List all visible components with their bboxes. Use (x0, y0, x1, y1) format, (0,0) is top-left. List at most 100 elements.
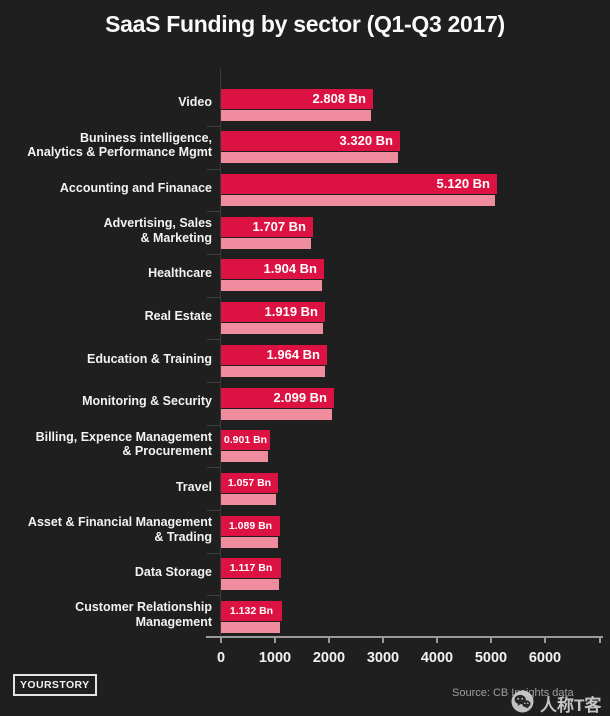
bar-shadow (221, 109, 371, 121)
bar-primary: 1.057 Bn (221, 472, 278, 493)
bar-value-label: 0.901 Bn (223, 434, 268, 447)
category-label-line: Real Estate (144, 308, 212, 323)
bar-primary: 1.964 Bn (221, 344, 327, 365)
bar-primary: 2.808 Bn (221, 88, 373, 109)
category-label-line: Buniness intelligence, (80, 130, 212, 145)
category-label-line: Management (135, 614, 212, 629)
category-label-line: & Procurement (122, 444, 212, 459)
source-credit: Source: CB Insights data (452, 687, 574, 699)
bar-primary: 1.117 Bn (221, 558, 281, 579)
category-label: Customer Relationship Management (4, 600, 212, 629)
bar-shadow (221, 493, 276, 505)
bar-shadow (221, 237, 311, 249)
bar-primary: 1.919 Bn (221, 302, 325, 323)
category-label-line: Accounting and Finanace (59, 180, 212, 195)
category-label-line: Education & Training (86, 351, 212, 366)
x-axis-tick (436, 638, 438, 643)
bar-value-label: 1.132 Bn (229, 604, 274, 617)
category-label: Billing, Expence Management & Procurement (4, 430, 212, 459)
category-label-line: Billing, Expence Management (35, 429, 212, 444)
bar-primary: 5.120 Bn (221, 174, 497, 195)
bar-shadow (221, 365, 325, 377)
x-axis-tick (274, 638, 276, 643)
category-label: Buniness intelligence, Analytics & Perfor… (4, 131, 212, 160)
category-label-line: Data Storage (134, 565, 212, 580)
bar-primary: 0.901 Bn (221, 430, 270, 451)
category-label: Monitoring & Security (4, 394, 212, 409)
bar-value-label: 1.089 Bn (228, 519, 273, 532)
category-divider-tick (207, 382, 221, 384)
bar-value-label: 3.320 Bn (339, 133, 393, 149)
category-label-line: Asset & Financial Management (27, 515, 212, 530)
bar-value-label: 1.919 Bn (264, 304, 318, 320)
wechat-icon (511, 690, 534, 713)
category-divider-tick (207, 339, 221, 341)
category-label: Education & Training (4, 352, 212, 367)
category-divider-tick (207, 595, 221, 597)
category-label-line: & Trading (154, 529, 212, 544)
x-axis-tick (220, 638, 222, 643)
bar-primary: 1.132 Bn (221, 600, 282, 621)
category-divider-tick (207, 510, 221, 512)
bar-value-label: 5.120 Bn (436, 176, 490, 192)
category-label: Healthcare (4, 266, 212, 281)
y-axis-line (220, 68, 221, 636)
bar-value-label: 1.117 Bn (229, 562, 273, 575)
category-label: Advertising, Sales & Marketing (4, 216, 212, 245)
bar-primary: 2.099 Bn (221, 387, 334, 408)
bar-primary: 1.089 Bn (221, 515, 280, 536)
x-axis-end-tick (599, 638, 601, 643)
bar-value-label: 1.904 Bn (263, 261, 317, 277)
bar-shadow (221, 536, 278, 548)
x-axis-line (206, 636, 603, 638)
bar-primary: 1.707 Bn (221, 216, 313, 237)
category-divider-tick (207, 424, 221, 426)
category-label: Real Estate (4, 309, 212, 324)
x-axis-tick-label: 0 (216, 650, 226, 666)
category-divider-tick (207, 552, 221, 554)
bar-value-label: 1.707 Bn (252, 218, 306, 234)
category-label: Data Storage (4, 565, 212, 580)
category-divider-tick (207, 125, 221, 127)
x-axis-tick (490, 638, 492, 643)
category-divider-tick (207, 467, 221, 469)
category-label-line: Travel (175, 479, 212, 494)
bar-value-label: 2.099 Bn (273, 389, 327, 405)
category-label: Asset & Financial Management & Trading (4, 515, 212, 544)
chart-title: SaaS Funding by sector (Q1-Q3 2017) (105, 11, 505, 37)
category-label-line: Monitoring & Security (82, 394, 212, 409)
x-axis-tick-label: 2000 (312, 650, 346, 666)
x-axis-tick (328, 638, 330, 643)
x-axis-tick (544, 638, 546, 643)
x-axis-tick (382, 638, 384, 643)
x-axis-tick-label: 4000 (420, 650, 454, 666)
yourstory-logo: YOURSTORY (13, 674, 97, 696)
x-axis-tick-label: 3000 (366, 650, 400, 666)
bar-primary: 3.320 Bn (221, 131, 400, 152)
category-label-line: Healthcare (148, 266, 212, 281)
bar-shadow (221, 451, 268, 463)
x-axis-tick-label: 1000 (258, 650, 292, 666)
bar-shadow (221, 280, 322, 292)
bar-shadow (221, 323, 323, 335)
category-label-line: Video (178, 95, 212, 110)
bar-value-label: 1.057 Bn (227, 476, 272, 489)
category-divider-tick (207, 296, 221, 298)
bar-primary: 1.904 Bn (221, 259, 324, 280)
category-label: Accounting and Finanace (4, 181, 212, 196)
bar-shadow (221, 579, 279, 591)
x-axis-tick-label: 5000 (474, 650, 508, 666)
watermark-text: 人称T客 (540, 696, 602, 715)
bar-shadow (221, 408, 332, 420)
x-axis-tick-label: 6000 (528, 650, 562, 666)
category-label: Video (4, 95, 212, 110)
category-divider-tick (207, 211, 221, 213)
bar-value-label: 2.808 Bn (312, 90, 366, 106)
category-label-line: Customer Relationship (75, 600, 212, 615)
category-divider-tick (207, 253, 221, 255)
bar-value-label: 1.964 Bn (266, 346, 320, 362)
category-label: Travel (4, 480, 212, 495)
category-label-line: Analytics & Performance Mgmt (27, 145, 212, 160)
bar-shadow (221, 195, 495, 207)
